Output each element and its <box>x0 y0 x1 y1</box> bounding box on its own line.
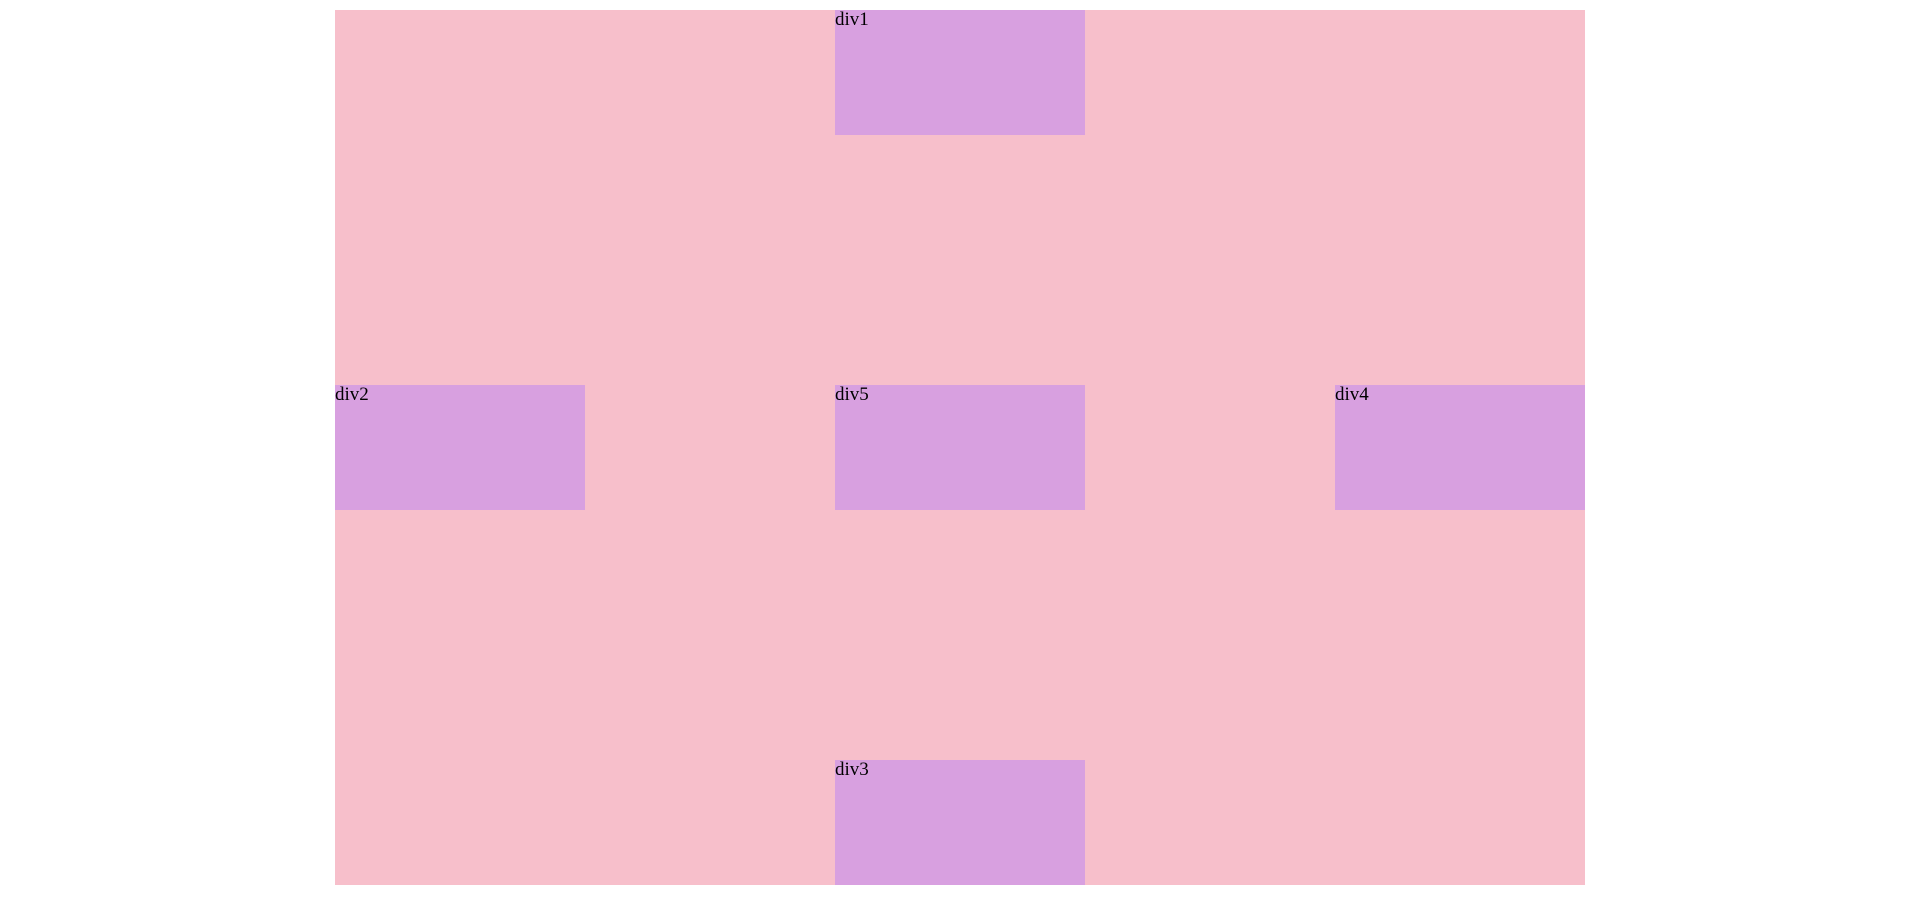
div5-label: div5 <box>835 384 869 405</box>
div2-box: div2 <box>335 384 585 510</box>
div4-label: div4 <box>1335 384 1369 405</box>
div1-box: div1 <box>835 9 1085 135</box>
div4-box: div4 <box>1335 384 1585 510</box>
div5-box: div5 <box>835 384 1085 510</box>
div1-label: div1 <box>835 9 869 30</box>
div3-label: div3 <box>835 759 869 780</box>
div3-box: div3 <box>835 759 1085 885</box>
pink-container: div1 div2 div5 div4 div3 <box>335 9 1585 885</box>
div2-label: div2 <box>335 384 369 405</box>
